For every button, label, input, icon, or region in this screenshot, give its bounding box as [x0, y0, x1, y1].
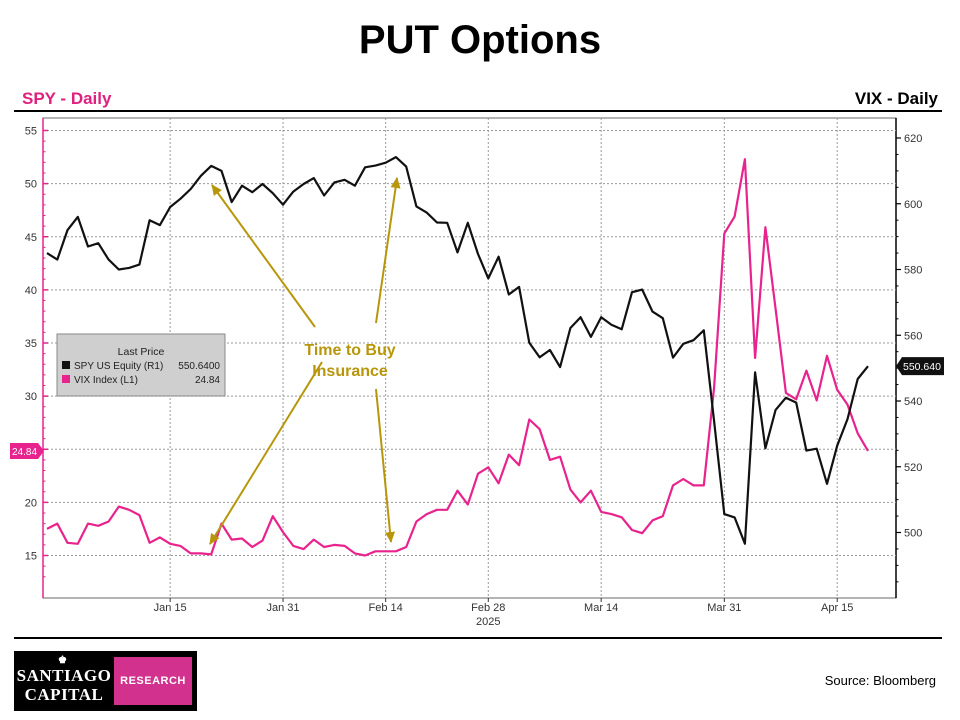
left-tick-label: 55 — [25, 126, 37, 138]
annotation-arrow — [375, 388, 396, 543]
x-tick-label: Apr 15 — [821, 602, 853, 614]
x-tick-label: Feb 14 — [369, 602, 403, 614]
annotation-line-1: Time to Buy — [304, 342, 395, 359]
annotation-arrow — [375, 177, 401, 324]
top-divider — [14, 110, 942, 112]
right-tick-label: 500 — [904, 528, 922, 540]
legend-entry-name: SPY US Equity (R1) — [74, 361, 163, 372]
right-tick-label: 520 — [904, 462, 922, 474]
logo-line-2: CAPITAL — [24, 685, 104, 704]
logo-wordmark: ♚ SANTIAGO CAPITAL — [14, 651, 114, 711]
right-tick-label: 580 — [904, 265, 922, 277]
legend-entry-name: VIX Index (L1) — [74, 375, 138, 386]
left-tick-label: 35 — [25, 338, 37, 350]
legend-swatch — [62, 361, 70, 369]
bottom-divider — [14, 637, 942, 639]
legend-swatch — [62, 375, 70, 383]
annotation-arrow — [209, 361, 323, 545]
left-tick-label: 30 — [25, 391, 37, 403]
left-tick-label: 20 — [25, 497, 37, 509]
left-tick-label: 40 — [25, 285, 37, 297]
vix-series-line — [46, 158, 869, 557]
annotation-line-2: Insurance — [312, 363, 388, 380]
vix-daily-label: VIX - Daily — [854, 89, 938, 108]
x-tick-label: Mar 31 — [707, 602, 741, 614]
left-tick-label: 50 — [25, 179, 37, 191]
left-tick-label: 15 — [25, 551, 37, 563]
legend-box — [56, 333, 226, 397]
legend-entry-value: 24.84 — [195, 375, 220, 386]
vix-last-value-text: 24.84 — [12, 447, 37, 458]
santiago-capital-logo: ♚ SANTIAGO CAPITAL RESEARCH — [14, 651, 197, 711]
right-tick-label: 620 — [904, 133, 922, 145]
right-tick-label: 540 — [904, 396, 922, 408]
source-note: Source: Bloomberg — [824, 673, 936, 688]
page-title: PUT Options — [358, 18, 602, 62]
legend-title: Last Price — [118, 346, 165, 358]
x-tick-label: Jan 31 — [267, 602, 300, 614]
spy-daily-label: SPY - Daily — [22, 89, 112, 108]
spy-series-line — [46, 156, 869, 545]
x-tick-label: Mar 14 — [584, 602, 618, 614]
legend-entry-value: 550.6400 — [178, 361, 220, 372]
spy-last-value-text: 550.640 — [903, 361, 941, 373]
x-tick-label: Feb 28 — [471, 602, 505, 614]
logo-line-1: SANTIAGO — [16, 666, 112, 685]
annotation-arrow — [211, 184, 316, 328]
left-tick-label: 45 — [25, 232, 37, 244]
spy-last-value-tag — [896, 357, 944, 376]
right-tick-label: 560 — [904, 330, 922, 342]
x-tick-label: Jan 15 — [154, 602, 187, 614]
crown-icon: ♚ — [58, 655, 67, 666]
right-tick-label: 600 — [904, 199, 922, 211]
x-year-label: 2025 — [476, 616, 500, 628]
logo-research-tag: RESEARCH — [114, 657, 192, 705]
vix-last-value-tag — [10, 442, 44, 459]
